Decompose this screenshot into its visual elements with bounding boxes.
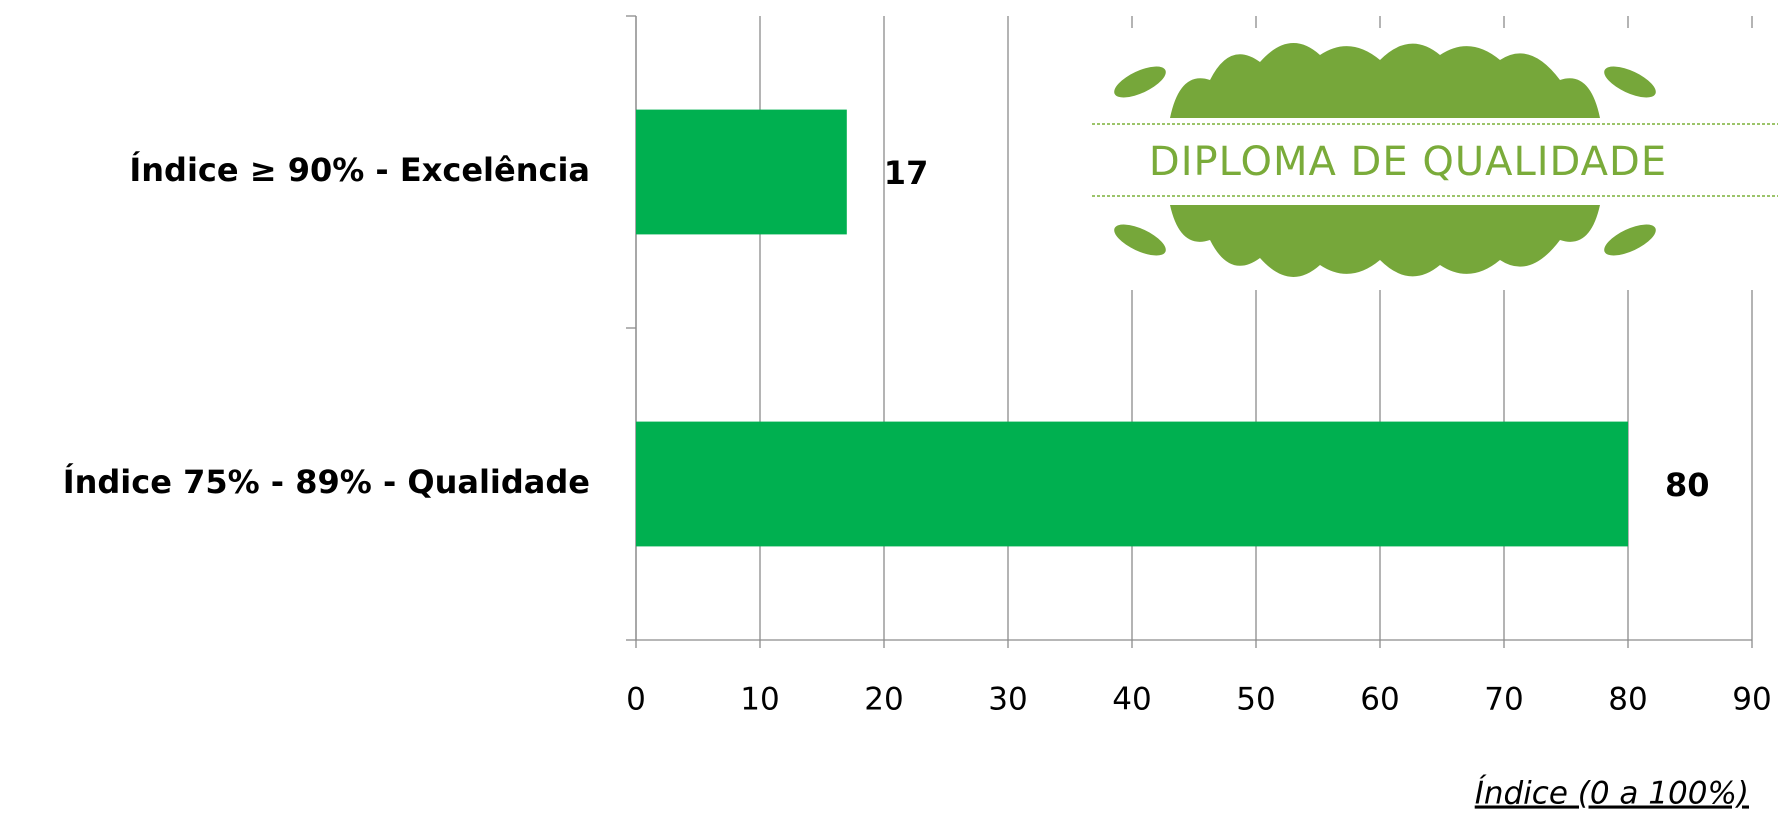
x-tick-label: 70	[1484, 682, 1523, 718]
y-tick-label: Índice 75% - 89% - Qualidade	[63, 463, 590, 501]
x-axis-title: Índice (0 a 100%)	[1475, 776, 1749, 812]
diploma-text: DIPLOMA DE QUALIDADE	[1149, 139, 1667, 185]
x-tick-label: 60	[1360, 682, 1399, 718]
x-tick-label: 30	[988, 682, 1027, 718]
bar	[636, 421, 1628, 547]
data-label: 17	[884, 154, 929, 192]
x-tick-label: 40	[1112, 682, 1151, 718]
y-tick-label: Índice ≥ 90% - Excelência	[129, 151, 590, 189]
x-tick-label: 10	[740, 682, 779, 718]
data-label: 80	[1665, 466, 1710, 504]
x-tick-label: 0	[626, 682, 646, 718]
x-tick-label: 50	[1236, 682, 1275, 718]
x-tick-label: 80	[1608, 682, 1647, 718]
diploma-logo: DIPLOMA DE QUALIDADE	[1085, 28, 1779, 290]
x-tick-label: 90	[1732, 682, 1771, 718]
bar	[636, 109, 847, 235]
x-tick-label: 20	[864, 682, 903, 718]
